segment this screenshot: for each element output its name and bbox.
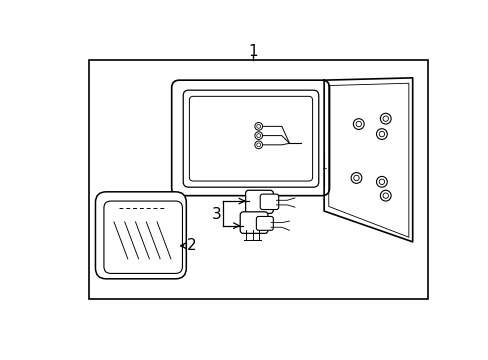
Text: 2: 2 <box>187 238 196 253</box>
FancyBboxPatch shape <box>95 192 186 279</box>
Text: 3: 3 <box>211 207 221 222</box>
FancyBboxPatch shape <box>171 80 329 195</box>
FancyBboxPatch shape <box>240 212 267 233</box>
Bar <box>89 60 427 299</box>
FancyBboxPatch shape <box>260 194 278 210</box>
FancyBboxPatch shape <box>256 216 273 230</box>
Text: 1: 1 <box>248 44 258 59</box>
FancyBboxPatch shape <box>245 190 273 213</box>
